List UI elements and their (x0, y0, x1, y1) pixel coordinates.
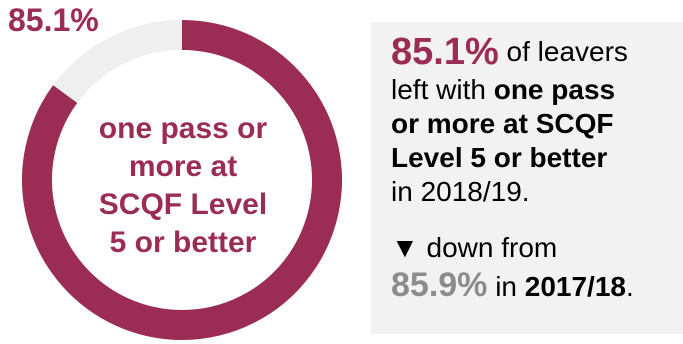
donut-chart (22, 20, 342, 340)
center-line-4: 5 or better (109, 226, 257, 259)
summary-text-of-leavers: of leavers (506, 36, 628, 67)
summary-bold-level: Level 5 or better (391, 142, 608, 173)
in-text: in (495, 271, 525, 302)
current-percentage: 85.1% (391, 31, 499, 73)
summary-bold-or-more: or more at SCQF (391, 108, 614, 139)
donut-slice-achieved (22, 20, 342, 340)
previous-year: 2017/18 (524, 271, 626, 302)
headline-percentage: 85.1% (8, 2, 99, 38)
center-line-3: SCQF Level (98, 188, 268, 221)
change-line: ▼ down from (391, 231, 683, 265)
period: . (625, 271, 634, 302)
center-line-1: one pass or (98, 112, 268, 145)
summary-text-left-with: left with (391, 74, 486, 105)
down-from-text: down from (426, 232, 558, 263)
down-arrow-icon: ▼ (391, 232, 419, 263)
summary-line-2: left with one pass (391, 73, 683, 107)
summary-year: in 2018/19. (391, 176, 530, 207)
donut-center-label: one pass or more at SCQF Level 5 or bett… (62, 110, 304, 262)
donut-slice-remainder (53, 20, 183, 104)
previous-percentage: 85.9% (391, 266, 488, 304)
center-line-2: more at (128, 150, 238, 183)
summary-box: 85.1% of leavers left with one pass or m… (371, 22, 683, 334)
previous-line: 85.9% in 2017/18. (391, 265, 683, 307)
summary-bold-one-pass: one pass (493, 74, 616, 105)
summary-line-1: 85.1% of leavers (391, 31, 683, 73)
